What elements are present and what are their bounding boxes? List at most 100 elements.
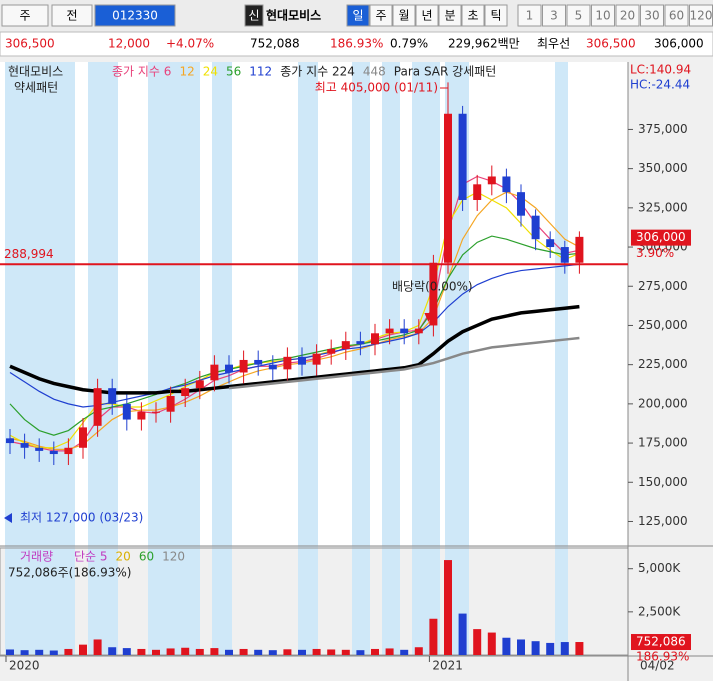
volume-bar bbox=[312, 648, 321, 655]
volume-bar bbox=[560, 642, 569, 655]
interval-button-bg[interactable] bbox=[566, 4, 591, 27]
info-field: 12,000 bbox=[108, 37, 150, 51]
period-button[interactable]: 일 bbox=[352, 9, 363, 23]
market-select-bg[interactable] bbox=[1, 4, 49, 27]
reference-label: 288,994 bbox=[4, 247, 54, 261]
volume-bar bbox=[414, 647, 423, 655]
candle-body bbox=[6, 438, 14, 444]
period-button-bg[interactable] bbox=[392, 4, 416, 27]
candle-body bbox=[575, 236, 584, 263]
volume-y-tick-label: 2,500K bbox=[638, 604, 681, 618]
interval-button-bg[interactable] bbox=[517, 4, 542, 27]
credit-tag[interactable]: 신 bbox=[248, 9, 259, 23]
info-field: 186.93% bbox=[330, 37, 383, 51]
volume-bar bbox=[108, 647, 117, 655]
period-button-bg[interactable] bbox=[369, 4, 393, 27]
info-field: 306,500 bbox=[5, 37, 55, 51]
period-button[interactable]: 분 bbox=[444, 9, 455, 23]
candle-body bbox=[137, 411, 146, 420]
interval-button-bg[interactable] bbox=[591, 4, 615, 27]
volume-bar bbox=[79, 644, 87, 655]
legend-entry: 종가 지수 224 bbox=[280, 65, 355, 79]
interval-button-bg[interactable] bbox=[542, 4, 566, 27]
period-button-bg[interactable] bbox=[415, 4, 439, 27]
market-select[interactable]: 주 bbox=[19, 9, 30, 23]
candle-body bbox=[93, 388, 102, 426]
interval-button[interactable]: 120 bbox=[690, 9, 713, 23]
lc-label: LC:140.94 bbox=[630, 63, 691, 77]
info-bar bbox=[0, 31, 713, 57]
candle-body bbox=[414, 328, 423, 334]
volume-tag-label: 752,086 bbox=[636, 635, 686, 649]
info-field: 최우선 bbox=[537, 37, 570, 51]
info-field: 752,088 bbox=[250, 37, 300, 51]
legend-sar-2: 약세패턴 bbox=[14, 80, 58, 95]
candle-body bbox=[181, 388, 190, 397]
candle-body bbox=[473, 184, 482, 200]
moving-average-line bbox=[9, 235, 580, 436]
volume-bar bbox=[137, 648, 146, 655]
period-button[interactable]: 주 bbox=[375, 9, 386, 23]
y-tick-label: 125,000 bbox=[638, 514, 688, 528]
candle-body bbox=[487, 176, 496, 185]
period-button-bg[interactable] bbox=[346, 4, 370, 27]
stock-name[interactable]: 현대모비스 bbox=[266, 8, 321, 23]
legend-entry: 448 bbox=[363, 65, 386, 79]
candle-body bbox=[560, 247, 569, 263]
change-tag: 3.90% bbox=[636, 246, 674, 260]
interval-button[interactable]: 60 bbox=[669, 9, 684, 23]
y-tick-label: 250,000 bbox=[638, 318, 688, 332]
period-button-bg[interactable] bbox=[461, 4, 485, 27]
volume-bar bbox=[517, 639, 525, 655]
legend-entry: 112 bbox=[249, 65, 272, 79]
volume-bar bbox=[341, 649, 350, 655]
stock-code-bg[interactable] bbox=[94, 4, 176, 27]
interval-button[interactable]: 1 bbox=[526, 9, 534, 23]
period-button-bg[interactable] bbox=[484, 4, 508, 27]
period-button[interactable]: 틱 bbox=[490, 9, 501, 23]
interval-button-bg[interactable] bbox=[615, 4, 640, 27]
candle-body bbox=[356, 341, 365, 345]
candle-body bbox=[327, 348, 336, 354]
period-button[interactable]: 년 bbox=[421, 9, 432, 23]
volume-bar bbox=[575, 642, 584, 655]
candle-body bbox=[239, 359, 248, 373]
volume-bar bbox=[458, 613, 467, 655]
candle-body bbox=[546, 239, 555, 248]
candle-body bbox=[444, 113, 452, 263]
period-button[interactable]: 월 bbox=[398, 9, 409, 23]
interval-button[interactable]: 10 bbox=[595, 9, 610, 23]
legend-entry: 24 bbox=[203, 65, 218, 79]
dividend-marker bbox=[424, 313, 433, 322]
period-button[interactable]: 초 bbox=[467, 9, 478, 23]
moving-average-line bbox=[9, 175, 580, 452]
stock-code[interactable]: 012330 bbox=[112, 9, 158, 23]
current-date: 04/02 bbox=[640, 659, 675, 673]
volume-bar bbox=[225, 649, 233, 655]
price-tag-label: 306,000 bbox=[636, 230, 686, 244]
interval-button[interactable]: 5 bbox=[575, 9, 583, 23]
volume-bar bbox=[298, 649, 306, 655]
volume-bar bbox=[166, 648, 175, 655]
interval-button-bg[interactable] bbox=[640, 4, 664, 27]
prev-button-bg[interactable] bbox=[51, 4, 93, 27]
legend-entry: 12 bbox=[179, 65, 194, 79]
interval-button[interactable]: 20 bbox=[620, 9, 635, 23]
candle-body bbox=[122, 403, 131, 420]
volume-bar bbox=[531, 641, 540, 655]
volume-bar bbox=[327, 649, 336, 655]
volume-bar bbox=[122, 648, 131, 655]
candle-body bbox=[283, 356, 292, 370]
period-button-bg[interactable] bbox=[438, 4, 462, 27]
volume-bar bbox=[400, 649, 409, 655]
interval-button-bg[interactable] bbox=[664, 4, 689, 27]
candle-body bbox=[49, 450, 58, 455]
volume-bar bbox=[371, 648, 379, 655]
y-tick-label: 275,000 bbox=[638, 279, 688, 293]
interval-button[interactable]: 3 bbox=[550, 9, 558, 23]
prev-button[interactable]: 전 bbox=[66, 9, 77, 23]
moving-average-line bbox=[9, 304, 580, 395]
credit-tag-bg[interactable] bbox=[244, 4, 264, 27]
interval-button[interactable]: 30 bbox=[644, 9, 659, 23]
